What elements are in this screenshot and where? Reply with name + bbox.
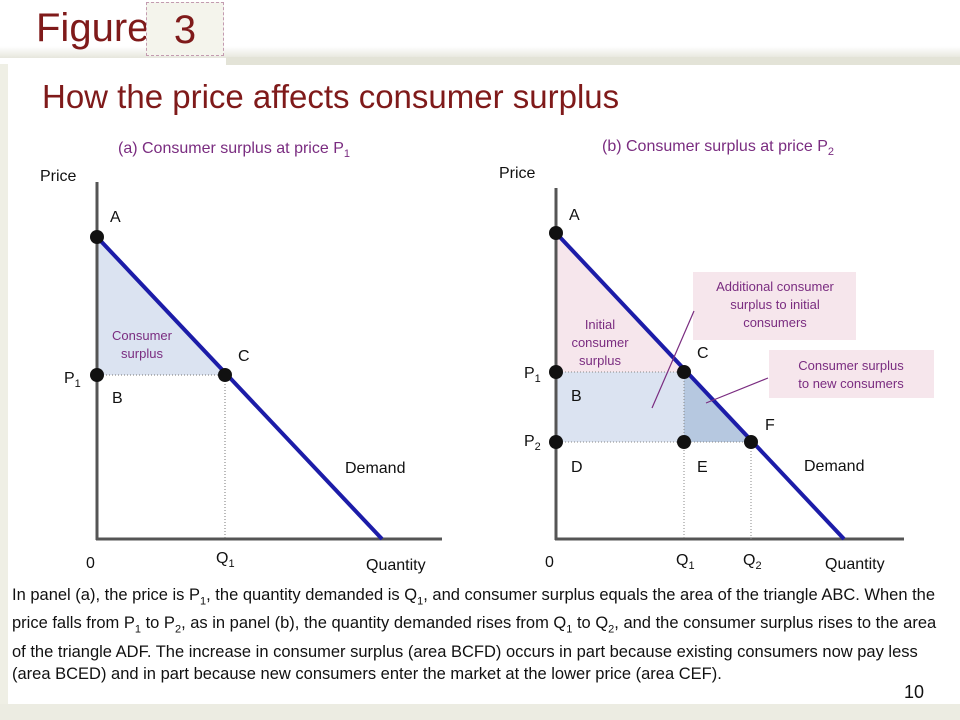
panel-a-demand-curve: [95, 235, 384, 541]
additional-surplus-label-3: consumers: [743, 315, 807, 330]
panel-b-point-d: [549, 435, 563, 449]
panel-b-p1-label: P1: [524, 365, 541, 385]
panel-a-surplus-label-1: Consumer: [112, 328, 173, 343]
figure-number: 3: [146, 2, 224, 56]
slide-title: How the price affects consumer surplus: [42, 78, 620, 115]
page-number: 10: [904, 682, 925, 702]
panel-b-label-d: D: [571, 459, 583, 476]
panel-b-point-f: [744, 435, 758, 449]
panel-b-origin: 0: [545, 554, 554, 571]
panel-b-point-a: [549, 226, 563, 240]
panel-b-label-a: A: [569, 207, 580, 224]
figure-label: Figure: [36, 6, 150, 50]
panel-b-label-e: E: [697, 459, 708, 476]
panel-a-label-b: B: [112, 390, 123, 407]
footer-bar: [0, 704, 960, 720]
panel-a-q1-label: Q1: [216, 550, 235, 570]
panel-b-point-e: [677, 435, 691, 449]
new-consumers-label-1: Consumer surplus: [798, 358, 904, 373]
panel-b-q2-label: Q2: [743, 552, 762, 572]
left-margin-bar: [0, 64, 8, 720]
panel-a-point-a: [90, 230, 104, 244]
panel-a-origin: 0: [86, 555, 95, 572]
panel-b-initial-label-1: Initial: [585, 317, 615, 332]
panel-b-q1-label: Q1: [676, 552, 695, 572]
panel-b-p2-label: P2: [524, 433, 541, 453]
panel-a-point-c: [218, 368, 232, 382]
panel-b-demand-label: Demand: [804, 458, 864, 475]
panel-b-label-f: F: [765, 417, 775, 434]
panel-a-label-c: C: [238, 348, 250, 365]
panel-b-demand-curve: [554, 231, 846, 541]
panel-a-point-b: [90, 368, 104, 382]
new-consumers-pointer: [705, 377, 769, 404]
panel-a-surplus-label-2: surplus: [121, 346, 163, 361]
additional-surplus-callout-box: [693, 272, 856, 340]
panel-b-label-b: B: [571, 388, 582, 405]
panel-a-y-label: Price: [40, 168, 77, 185]
panel-b-label-c: C: [697, 345, 709, 362]
panel-b-point-c: [677, 365, 691, 379]
panel-a-demand-label: Demand: [345, 460, 405, 477]
panel-b-title: (b) Consumer surplus at price P2: [602, 138, 834, 158]
panel-b-initial-label-3: surplus: [579, 353, 621, 368]
caption: In panel (a), the price is P1, the quant…: [12, 586, 937, 683]
panel-a-label-a: A: [110, 209, 121, 226]
header-shade: [226, 57, 960, 65]
panel-b-initial-label-2: consumer: [571, 335, 629, 350]
panel-b-y-label: Price: [499, 165, 536, 182]
additional-surplus-pointer: [651, 310, 695, 409]
panel-a-p1-label: P1: [64, 370, 81, 390]
panel-b-x-label: Quantity: [825, 556, 885, 573]
additional-surplus-label-2: surplus to initial: [730, 297, 820, 312]
panel-a-title: (a) Consumer surplus at price P1: [118, 140, 350, 160]
panel-b-price-reduction-area: [556, 372, 684, 442]
additional-surplus-label-1: Additional consumer: [716, 279, 834, 294]
panel-b-point-b: [549, 365, 563, 379]
panel-a-x-label: Quantity: [366, 557, 426, 574]
new-consumers-callout-box: [769, 350, 934, 398]
new-consumers-label-2: to new consumers: [798, 376, 904, 391]
